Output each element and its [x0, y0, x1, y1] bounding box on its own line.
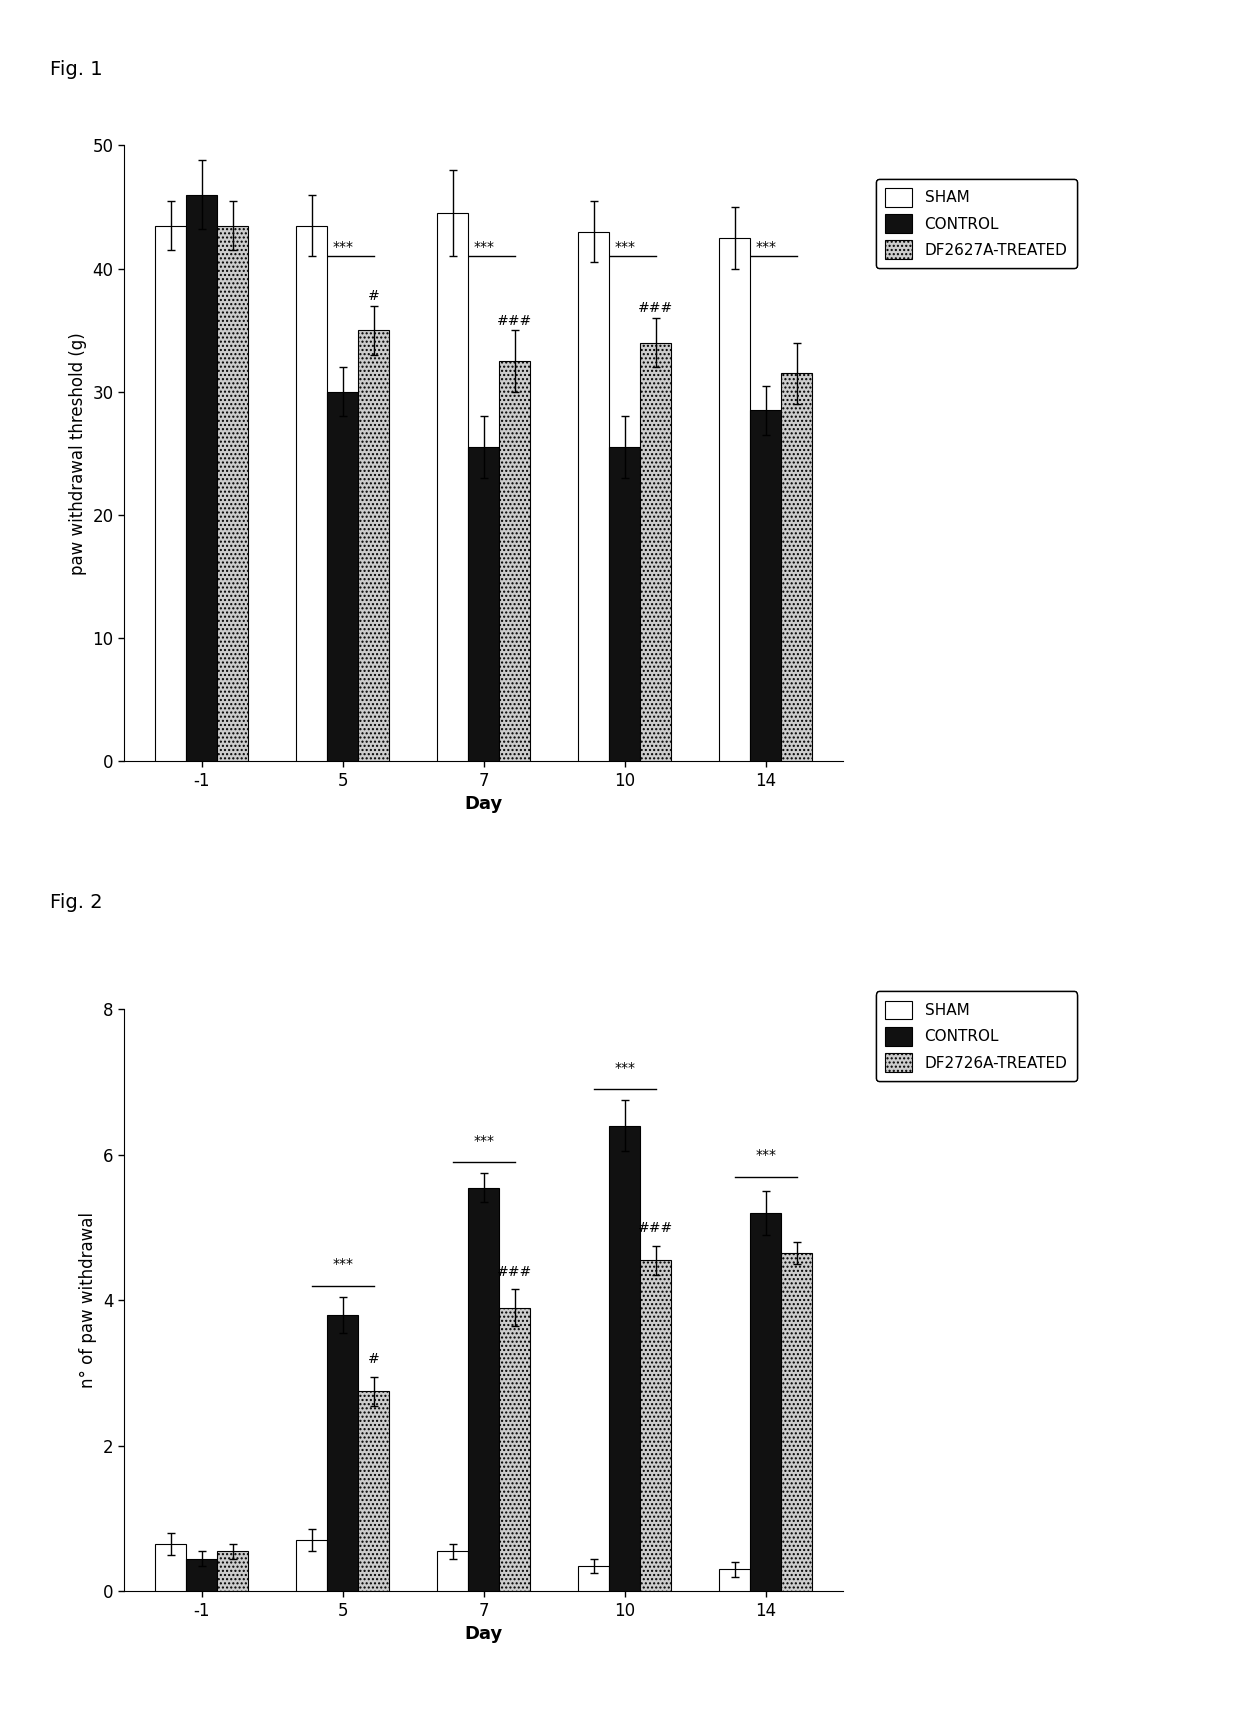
Bar: [781, 373, 812, 761]
Bar: [217, 226, 248, 761]
Bar: [467, 447, 500, 761]
X-axis label: Day: Day: [465, 1625, 502, 1643]
Bar: [719, 1569, 750, 1591]
Text: ***: ***: [332, 240, 353, 253]
Bar: [327, 392, 358, 761]
Bar: [719, 238, 750, 761]
Bar: [155, 226, 186, 761]
Text: ***: ***: [614, 240, 635, 253]
Text: ***: ***: [755, 240, 776, 253]
Bar: [186, 1559, 217, 1591]
Bar: [186, 195, 217, 761]
Bar: [500, 1307, 531, 1591]
Legend: SHAM, CONTROL, DF2726A-TREATED: SHAM, CONTROL, DF2726A-TREATED: [875, 991, 1076, 1081]
Text: ###: ###: [497, 1264, 532, 1278]
Text: #: #: [368, 289, 379, 303]
Bar: [296, 1540, 327, 1591]
Text: #: #: [368, 1352, 379, 1365]
Text: ***: ***: [474, 240, 494, 253]
Bar: [436, 214, 467, 761]
Text: Fig. 1: Fig. 1: [50, 60, 102, 79]
Bar: [609, 447, 640, 761]
Bar: [467, 1187, 500, 1591]
Bar: [358, 330, 389, 761]
Bar: [578, 231, 609, 761]
Text: ***: ***: [755, 1148, 776, 1162]
Bar: [155, 1543, 186, 1591]
Bar: [327, 1314, 358, 1591]
Bar: [578, 1566, 609, 1591]
Text: ###: ###: [497, 313, 532, 329]
Bar: [750, 1213, 781, 1591]
Y-axis label: paw withdrawal threshold (g): paw withdrawal threshold (g): [69, 332, 87, 575]
Text: ***: ***: [474, 1134, 494, 1148]
Bar: [217, 1552, 248, 1591]
Bar: [296, 226, 327, 761]
Legend: SHAM, CONTROL, DF2627A-TREATED: SHAM, CONTROL, DF2627A-TREATED: [875, 178, 1076, 269]
Text: ***: ***: [332, 1258, 353, 1271]
Y-axis label: n° of paw withdrawal: n° of paw withdrawal: [79, 1213, 98, 1388]
Bar: [781, 1252, 812, 1591]
Bar: [358, 1391, 389, 1591]
Bar: [500, 361, 531, 761]
Bar: [640, 1261, 671, 1591]
X-axis label: Day: Day: [465, 796, 502, 813]
Text: Fig. 2: Fig. 2: [50, 893, 102, 912]
Bar: [640, 342, 671, 761]
Bar: [609, 1126, 640, 1591]
Text: ***: ***: [614, 1061, 635, 1075]
Text: ###: ###: [639, 301, 673, 315]
Bar: [436, 1552, 467, 1591]
Bar: [750, 411, 781, 761]
Text: ###: ###: [639, 1222, 673, 1235]
